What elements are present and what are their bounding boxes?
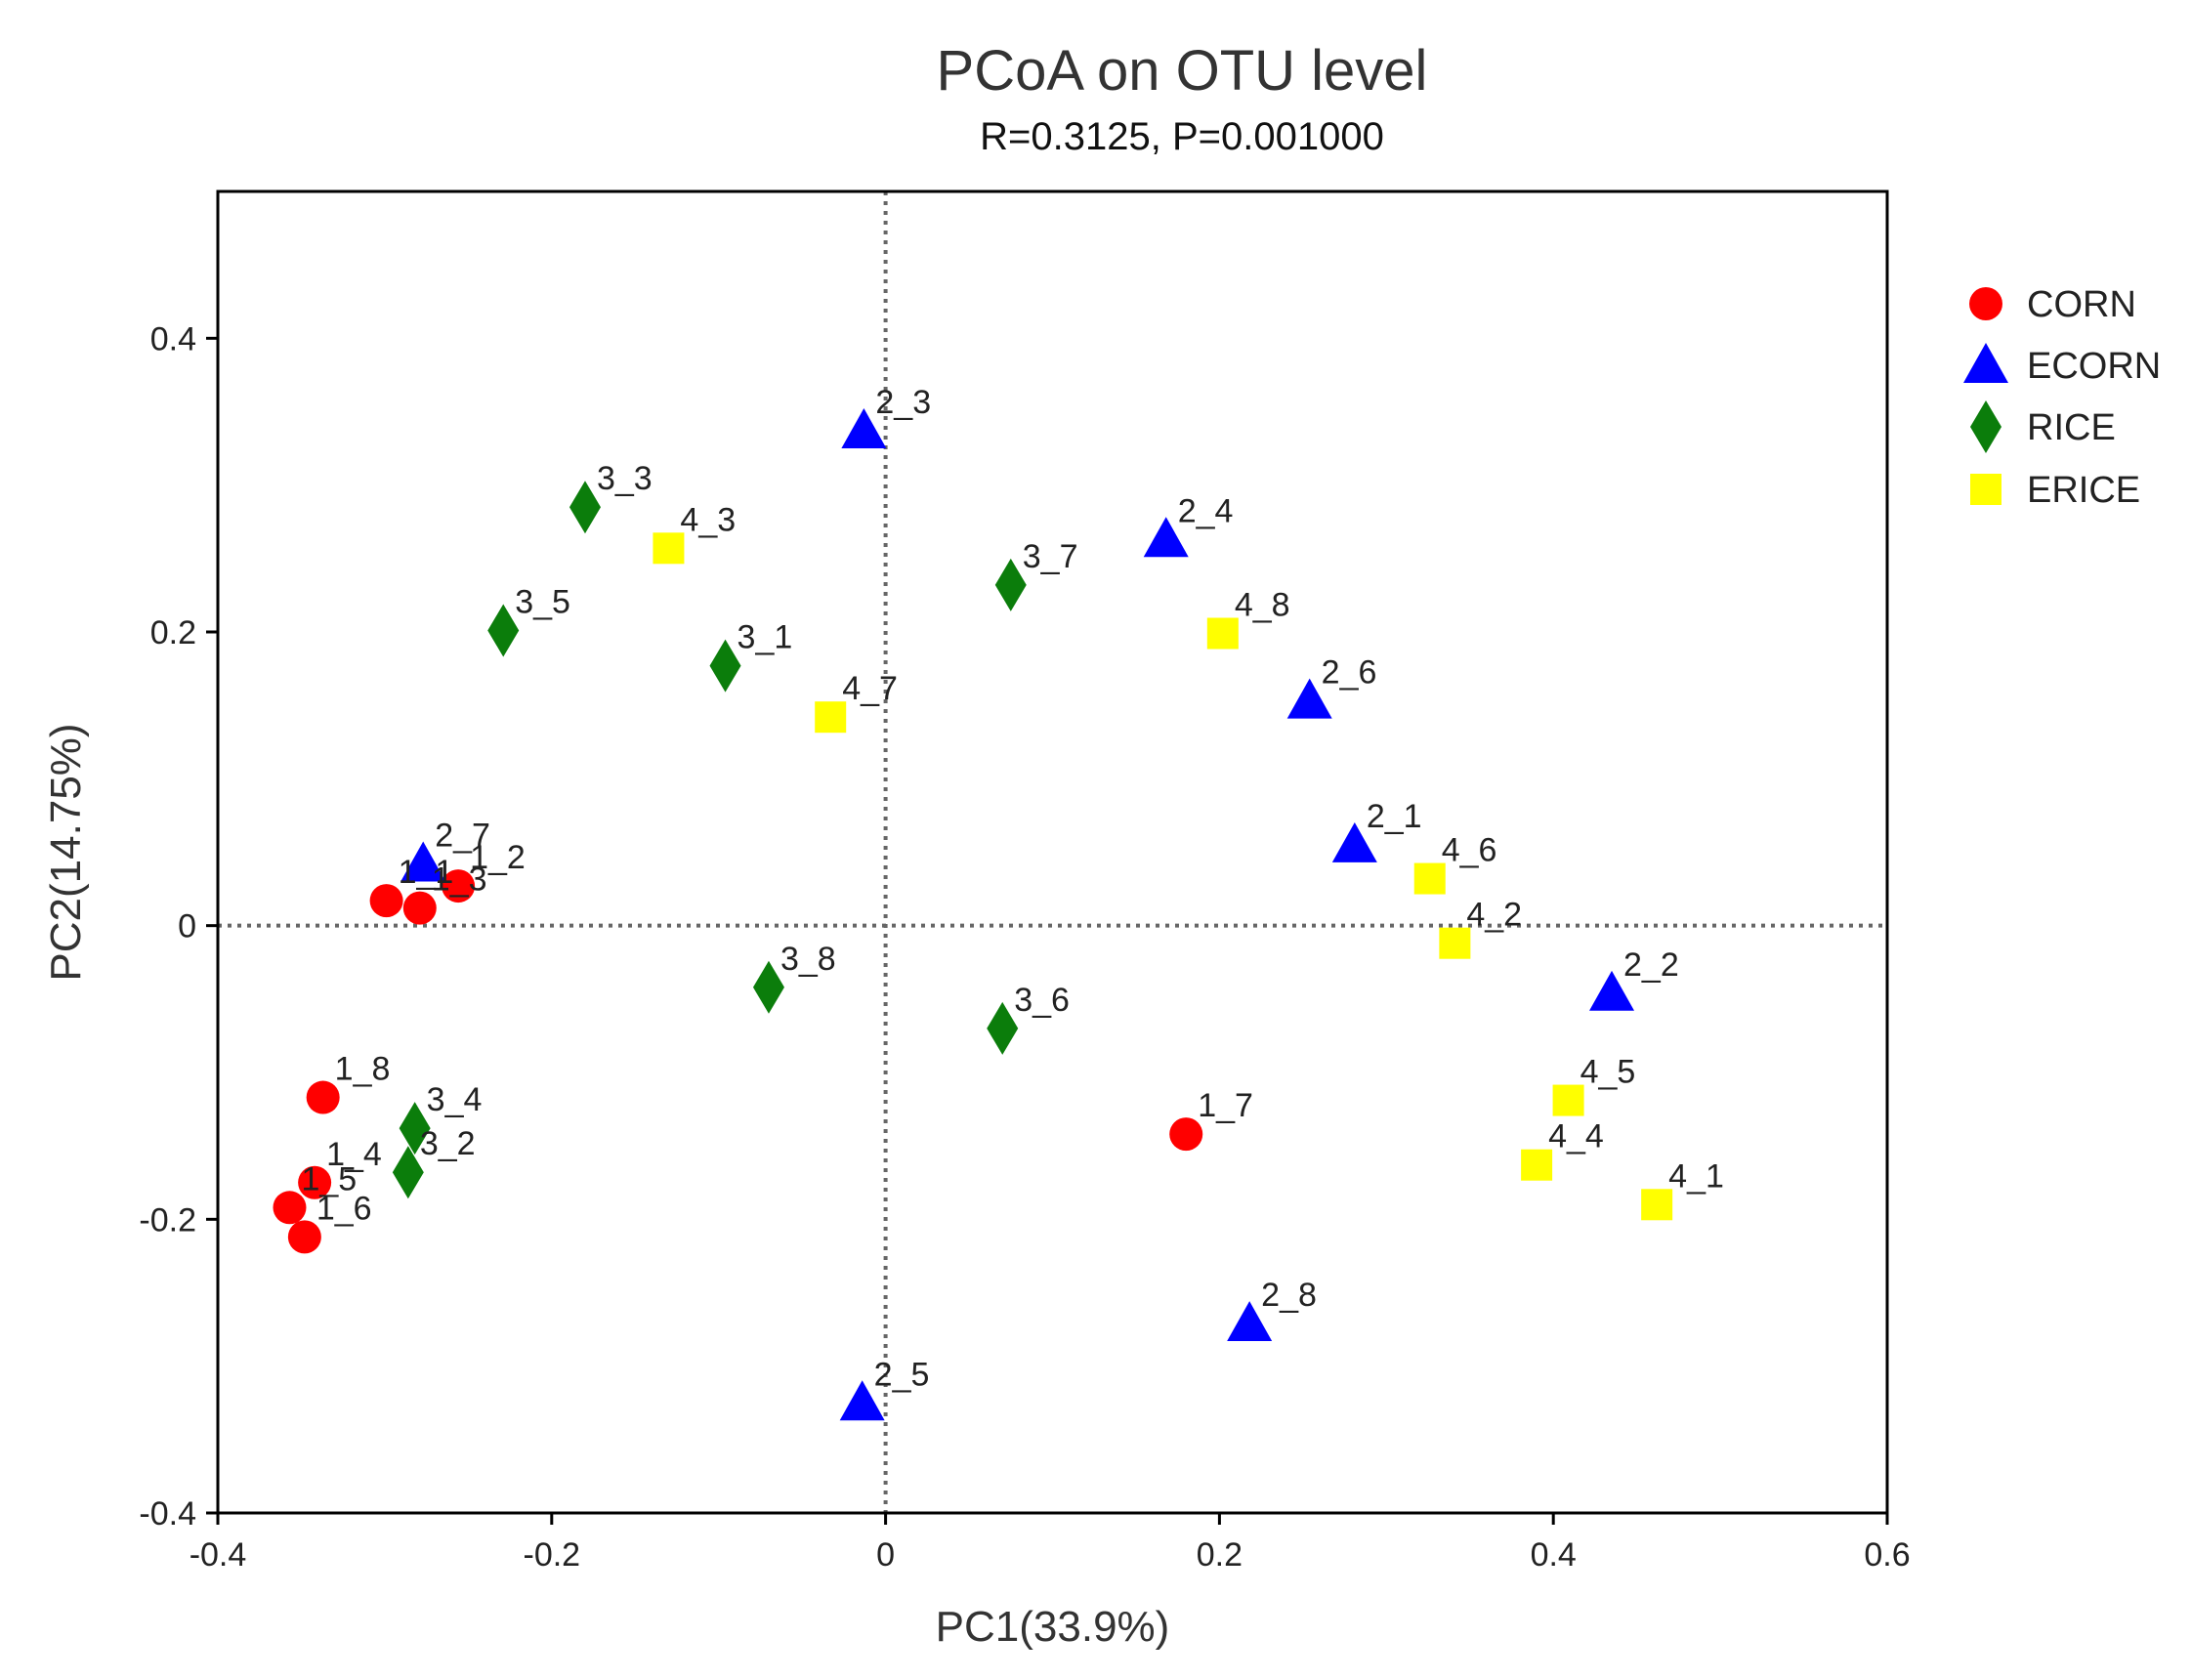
chart-title: PCoA on OTU level	[937, 39, 1428, 103]
point-label-4_6: 4_6	[1442, 832, 1497, 869]
point-label-3_4: 3_4	[427, 1081, 483, 1118]
point-corn-1_6	[287, 1220, 321, 1254]
point-label-2_3: 2_3	[875, 384, 931, 421]
point-ecorn-2_8	[1227, 1301, 1273, 1342]
point-ecorn-2_3	[841, 408, 887, 448]
point-erice-4_7	[815, 701, 847, 734]
point-erice-4_2	[1439, 927, 1471, 959]
point-label-3_1: 3_1	[737, 619, 793, 656]
data-points	[273, 408, 1673, 1421]
point-label-3_8: 3_8	[780, 941, 836, 978]
point-label-1_7: 1_7	[1198, 1087, 1253, 1124]
x-tick-label: 0	[876, 1536, 895, 1574]
point-corn-1_7	[1169, 1117, 1203, 1152]
point-label-2_4: 2_4	[1178, 492, 1234, 529]
legend-marker-rice	[1970, 400, 2001, 453]
point-ecorn-2_2	[1589, 970, 1635, 1011]
point-erice-4_3	[653, 532, 685, 565]
legend-marker-corn	[1969, 287, 2002, 320]
x-tick-label: 0.4	[1531, 1536, 1577, 1574]
point-label-2_2: 2_2	[1623, 946, 1679, 984]
point-ecorn-2_6	[1286, 678, 1332, 719]
point-label-2_7: 2_7	[435, 818, 490, 855]
point-label-4_8: 4_8	[1235, 587, 1290, 624]
legend: CORN ECORN RICE ERICE	[1963, 284, 2161, 511]
y-tick-label: 0.2	[150, 614, 196, 651]
point-ecorn-2_1	[1331, 821, 1377, 862]
point-label-1_1: 1_1	[399, 854, 454, 891]
x-tick-label: -0.4	[190, 1536, 247, 1574]
point-labels: 1_1 1_21_3 1_41_51_6 1_7 1_8 2_1 2_2 2_3 2_4 2_5 2…	[301, 384, 1723, 1393]
point-label-4_7: 4_7	[842, 670, 898, 707]
y-tick-label: -0.4	[139, 1495, 196, 1533]
point-label-4_4: 4_4	[1548, 1118, 1604, 1155]
point-erice-4_6	[1413, 862, 1446, 895]
point-rice-3_8	[752, 960, 784, 1014]
point-rice-3_4	[399, 1102, 431, 1155]
legend-label-corn: CORN	[2027, 284, 2136, 325]
point-rice-3_1	[709, 639, 741, 693]
point-label-2_5: 2_5	[874, 1356, 930, 1393]
point-label-2_1: 2_1	[1367, 798, 1422, 835]
point-erice-4_4	[1521, 1149, 1553, 1181]
point-label-4_2: 4_2	[1466, 897, 1522, 934]
point-rice-3_5	[487, 604, 520, 657]
y-axis-label: PC2(14.75%)	[42, 723, 90, 981]
point-label-4_5: 4_5	[1580, 1054, 1636, 1091]
legend-marker-erice	[1970, 474, 2001, 505]
point-corn-1_4	[298, 1165, 332, 1199]
y-tick-label: 0.4	[150, 320, 196, 357]
point-label-3_3: 3_3	[597, 460, 653, 497]
x-tick-label: -0.2	[524, 1536, 581, 1574]
plot-area-frame	[216, 189, 1889, 1515]
x-axis-ticks: -0.4 -0.2 0 0.2 0.4 0.6	[190, 1513, 1911, 1574]
point-ecorn-2_4	[1143, 517, 1189, 558]
point-corn-1_5	[273, 1191, 307, 1225]
point-ecorn-2_5	[839, 1380, 885, 1421]
chart-subtitle: R=0.3125, P=0.001000	[980, 115, 1384, 158]
point-ecorn-2_7	[400, 841, 446, 882]
point-label-4_1: 4_1	[1668, 1157, 1724, 1195]
x-tick-label: 0.6	[1864, 1536, 1910, 1574]
point-label-1_8: 1_8	[335, 1051, 391, 1088]
y-axis-ticks: -0.4 -0.2 0 0.2 0.4	[139, 320, 218, 1533]
x-tick-label: 0.2	[1197, 1536, 1243, 1574]
point-corn-1_8	[306, 1080, 340, 1114]
legend-label-ecorn: ECORN	[2027, 346, 2161, 387]
point-label-2_6: 2_6	[1322, 654, 1377, 692]
point-label-3_7: 3_7	[1023, 538, 1078, 575]
point-rice-3_7	[994, 558, 1027, 611]
point-label-3_5: 3_5	[515, 583, 570, 620]
legend-marker-ecorn	[1963, 343, 2008, 383]
legend-label-erice: ERICE	[2027, 470, 2140, 511]
point-label-3_6: 3_6	[1014, 982, 1070, 1019]
point-rice-3_3	[569, 481, 601, 534]
point-erice-4_5	[1552, 1084, 1584, 1116]
point-label-1_4: 1_4	[326, 1136, 382, 1173]
point-rice-3_2	[392, 1146, 424, 1199]
point-label-1_6: 1_6	[316, 1190, 372, 1227]
y-tick-label: -0.2	[139, 1201, 196, 1239]
x-axis-label: PC1(33.9%)	[936, 1603, 1170, 1651]
y-tick-label: 0	[178, 908, 196, 945]
point-label-1_2: 1_2	[470, 839, 526, 876]
point-corn-1_2	[442, 869, 476, 903]
point-erice-4_1	[1641, 1189, 1673, 1221]
point-corn-1_3	[402, 891, 437, 925]
point-corn-1_1	[369, 884, 403, 918]
point-label-2_8: 2_8	[1261, 1277, 1317, 1314]
point-label-1_5: 1_5	[301, 1160, 357, 1197]
point-label-1_3: 1_3	[432, 861, 487, 899]
point-label-4_3: 4_3	[680, 501, 736, 538]
legend-label-rice: RICE	[2027, 407, 2116, 448]
point-label-3_2: 3_2	[420, 1125, 476, 1162]
point-erice-4_8	[1206, 617, 1239, 650]
point-rice-3_6	[987, 1001, 1019, 1055]
